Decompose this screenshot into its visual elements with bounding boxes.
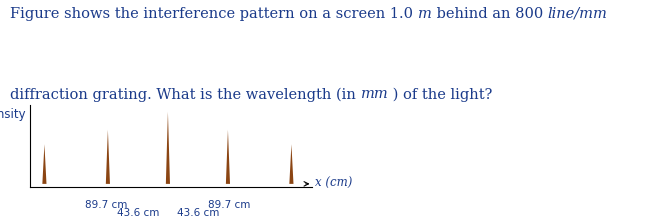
Polygon shape: [42, 144, 46, 184]
Text: 89.7 cm: 89.7 cm: [208, 200, 251, 210]
Text: x (cm): x (cm): [314, 177, 352, 190]
Text: ) of the light?: ) of the light?: [388, 87, 493, 102]
Text: Intensity: Intensity: [0, 108, 26, 121]
Text: mm: mm: [361, 87, 388, 101]
Polygon shape: [226, 130, 230, 184]
Text: Figure shows the interference pattern on a screen 1.0: Figure shows the interference pattern on…: [10, 7, 418, 20]
Text: m: m: [418, 7, 431, 20]
Text: line/mm: line/mm: [548, 7, 607, 20]
Polygon shape: [290, 144, 294, 184]
Text: behind an 800: behind an 800: [431, 7, 548, 20]
Polygon shape: [166, 112, 170, 184]
Text: 89.7 cm: 89.7 cm: [85, 200, 128, 210]
Polygon shape: [106, 130, 110, 184]
Text: 43.6 cm: 43.6 cm: [177, 208, 219, 218]
Text: diffraction grating. What is the wavelength (in: diffraction grating. What is the wavelen…: [10, 87, 361, 102]
Text: 43.6 cm: 43.6 cm: [117, 208, 159, 218]
